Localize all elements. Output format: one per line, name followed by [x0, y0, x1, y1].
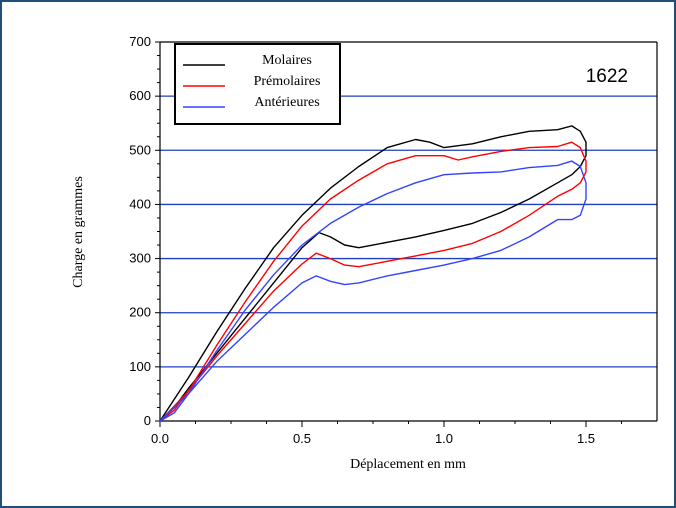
x-tick-label-0.0: 0.0	[151, 431, 169, 446]
x-tick-label-1.5: 1.5	[577, 431, 595, 446]
y-tick-label-300: 300	[129, 251, 151, 266]
series-line-3	[159, 160, 587, 422]
y-tick-label-700: 700	[129, 34, 151, 49]
x-axis-title: Déplacement en mm	[350, 457, 466, 472]
legend: Molaires Prémolaires Antérieures	[174, 43, 341, 125]
legend-box	[174, 43, 341, 125]
y-tick-label-100: 100	[129, 359, 151, 374]
legend-label-1: Molaires	[262, 53, 312, 68]
y-tick-label-500: 500	[129, 142, 151, 157]
series-line-2	[159, 141, 587, 422]
y-tick-label-200: 200	[129, 305, 151, 320]
series-layer	[159, 125, 587, 422]
x-tick-label-1.0: 1.0	[435, 431, 453, 446]
y-tick-label-600: 600	[129, 88, 151, 103]
legend-label-2: Prémolaires	[254, 74, 321, 89]
legend-label-3: Antérieures	[254, 95, 319, 110]
y-axis-title: Charge en grammes	[71, 176, 86, 288]
series-line-1	[159, 125, 587, 422]
specimen-annotation: 1622	[586, 66, 628, 87]
x-tick-label-0.5: 0.5	[293, 431, 311, 446]
y-tick-label-0: 0	[144, 413, 151, 428]
axes: 0 100 200 300 400 500 600 700 0.0 0.5 1.0 1.5	[129, 34, 658, 446]
y-tick-label-400: 400	[129, 196, 151, 211]
